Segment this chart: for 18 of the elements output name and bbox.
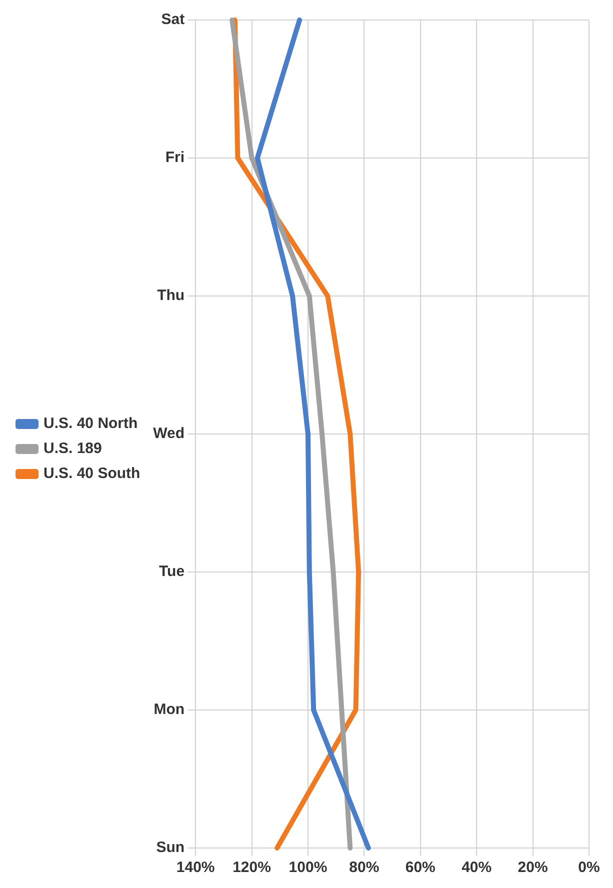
x-tick-label: 120% [232,859,271,876]
y-tick-label: Wed [153,425,185,442]
y-tick-label: Mon [154,701,185,718]
legend-label: U.S. 189 [44,440,102,458]
x-tick-label: 80% [349,859,380,876]
x-tick-label: 20% [518,859,548,876]
y-tick-label: Sat [161,11,185,28]
y-tick-label: Fri [165,149,185,166]
y-tick-label: Thu [157,287,185,304]
x-tick-label: 0% [578,859,600,876]
legend-label: U.S. 40 North [44,415,138,432]
x-tick-label: 40% [462,859,492,876]
x-tick-label: 100% [288,859,328,876]
x-tick-label: 60% [405,859,436,876]
x-tick-label: 140% [176,859,215,876]
legend-label: U.S. 40 South [44,465,140,482]
y-tick-label: Tue [159,563,185,580]
y-tick-label: Sun [156,839,185,856]
